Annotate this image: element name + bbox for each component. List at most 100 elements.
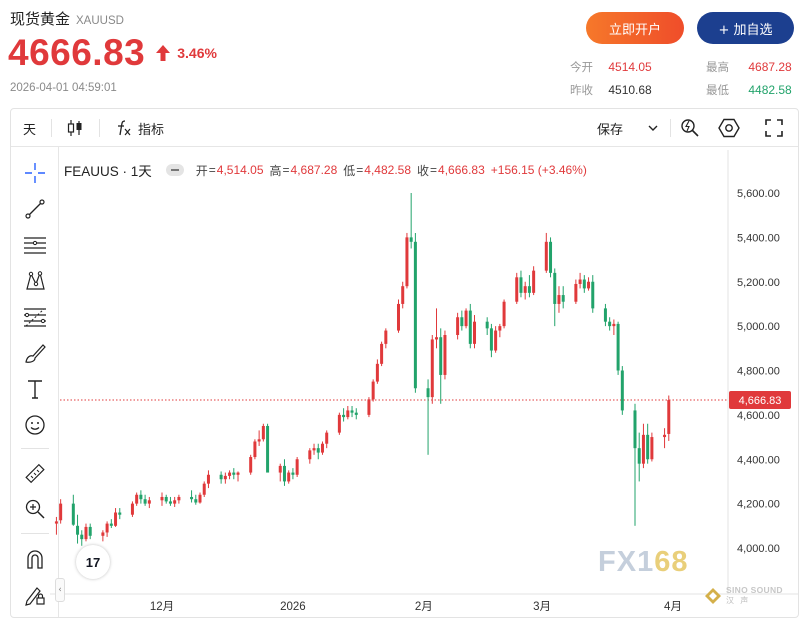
candle-body bbox=[59, 503, 63, 521]
candle-body bbox=[633, 410, 637, 449]
candle-body bbox=[101, 532, 105, 536]
candle-body bbox=[549, 241, 553, 273]
candle-body bbox=[337, 414, 341, 433]
collapse-toolbar-icon[interactable]: ‹ bbox=[55, 578, 65, 602]
legend-high-label: 高 bbox=[269, 163, 282, 178]
candle-body bbox=[637, 448, 641, 464]
candle-body bbox=[460, 317, 464, 327]
quick-search-icon[interactable] bbox=[679, 109, 701, 147]
candle-body bbox=[502, 301, 506, 327]
horizontal-lines-icon[interactable] bbox=[21, 231, 49, 259]
candle-body bbox=[430, 339, 434, 398]
candle-body bbox=[114, 512, 118, 526]
candle-body bbox=[194, 499, 198, 503]
fib-icon[interactable] bbox=[21, 303, 49, 331]
y-tick-label: 4,200.00 bbox=[737, 499, 780, 511]
open-account-button[interactable]: 立即开户 bbox=[586, 12, 684, 44]
quote-timestamp: 2026-04-01 04:59:01 bbox=[10, 82, 117, 94]
x-tick-label: 4月 bbox=[664, 601, 682, 613]
candle-body bbox=[384, 330, 388, 344]
ruler-icon[interactable] bbox=[21, 459, 49, 487]
stat-high: 最高 4687.28 bbox=[706, 59, 792, 75]
last-price: 4666.83 bbox=[8, 32, 146, 73]
brush-icon[interactable] bbox=[21, 339, 49, 367]
candle-body bbox=[232, 472, 236, 475]
chart-legend: FEAUUS · 1天 开 = 4,514.05 高 = 4,687.28 低 = 4,48… bbox=[64, 160, 593, 180]
candle-body bbox=[641, 434, 645, 464]
candle-body bbox=[582, 279, 586, 289]
stat-low: 最低 4482.58 bbox=[706, 82, 792, 98]
emoji-icon[interactable] bbox=[21, 411, 49, 439]
candle-body bbox=[190, 496, 194, 500]
candle-body bbox=[603, 308, 607, 322]
candle-body bbox=[139, 494, 143, 500]
tradingview-logo[interactable]: 17 bbox=[76, 545, 110, 579]
candle-body bbox=[261, 425, 265, 440]
candle-body bbox=[498, 326, 502, 331]
candle-body bbox=[519, 277, 523, 293]
candle-body bbox=[266, 425, 270, 473]
y-tick-label: 5,600.00 bbox=[737, 188, 780, 200]
interval-button[interactable]: 天 bbox=[23, 122, 37, 138]
crosshair-icon[interactable] bbox=[21, 159, 49, 187]
candlestick-icon[interactable] bbox=[66, 109, 84, 147]
candle-body bbox=[287, 472, 291, 482]
candle-body bbox=[228, 472, 232, 476]
legend-close-value: 4,666.83 bbox=[438, 163, 485, 177]
text-icon[interactable] bbox=[21, 375, 49, 403]
candle-body bbox=[650, 437, 654, 460]
candle-body bbox=[574, 283, 578, 302]
candle-body bbox=[325, 432, 329, 444]
function-icon[interactable] bbox=[115, 109, 133, 147]
candle-body bbox=[147, 500, 151, 504]
candle-body bbox=[76, 525, 80, 535]
magnet-icon[interactable] bbox=[21, 545, 49, 573]
save-button[interactable]: 保存 bbox=[597, 122, 624, 138]
settings-icon[interactable] bbox=[718, 109, 740, 147]
lock-draw-icon[interactable] bbox=[21, 581, 49, 609]
legend-open-value: 4,514.05 bbox=[216, 163, 264, 177]
candle-body bbox=[219, 474, 223, 480]
trend-line-icon[interactable] bbox=[21, 195, 49, 223]
hide-legend-icon[interactable] bbox=[165, 164, 184, 176]
indicators-button[interactable]: 指标 bbox=[138, 122, 165, 138]
candle-body bbox=[257, 439, 261, 442]
stat-open-label: 今开 bbox=[570, 60, 593, 74]
instrument-symbol: XAUUSD bbox=[76, 15, 124, 27]
fullscreen-icon[interactable] bbox=[764, 109, 784, 147]
arrow-up-icon bbox=[155, 44, 171, 62]
candle-body bbox=[426, 388, 430, 398]
candle-body bbox=[544, 241, 548, 271]
candle-body bbox=[71, 503, 75, 525]
candle-body bbox=[202, 483, 206, 495]
candle-body bbox=[616, 323, 620, 371]
last-price-label: 4,666.83 bbox=[739, 395, 782, 407]
y-tick-label: 5,400.00 bbox=[737, 232, 780, 244]
candle-body bbox=[350, 410, 354, 413]
sino-sound-watermark: SINO SOUND 汉 声 bbox=[704, 585, 783, 606]
add-watchlist-button[interactable]: + 加自选 bbox=[697, 12, 794, 44]
candle-body bbox=[473, 321, 477, 344]
candle-body bbox=[320, 443, 324, 453]
instrument-name: 现货黄金 bbox=[10, 10, 71, 28]
y-tick-label: 5,200.00 bbox=[737, 277, 780, 289]
sino-sound-subtext: 汉 声 bbox=[726, 596, 751, 605]
stat-open: 今开 4514.05 bbox=[570, 59, 652, 75]
zoom-in-icon[interactable] bbox=[21, 495, 49, 523]
candle-body bbox=[105, 523, 109, 533]
x-tick-label: 3月 bbox=[533, 601, 551, 613]
candle-body bbox=[489, 328, 493, 351]
candle-body bbox=[282, 465, 286, 482]
candle-body bbox=[456, 317, 460, 335]
pattern-icon[interactable] bbox=[21, 267, 49, 295]
legend-change: +156.15 (+3.46%) bbox=[490, 163, 587, 177]
chart-toolbar: 天 指标 保存 bbox=[11, 109, 798, 147]
price-row: 4666.83 3.46% bbox=[8, 32, 217, 74]
candle-body bbox=[646, 434, 650, 460]
candle-body bbox=[608, 321, 612, 327]
candle-body bbox=[354, 412, 358, 415]
save-dropdown-icon[interactable] bbox=[647, 109, 659, 147]
candle-body bbox=[435, 337, 439, 340]
candle-body bbox=[380, 343, 384, 364]
